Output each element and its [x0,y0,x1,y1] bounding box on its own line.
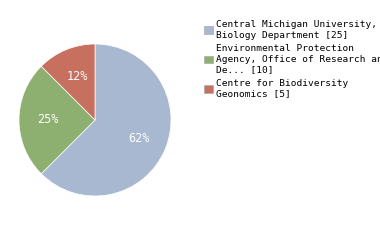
Legend: Central Michigan University,
Biology Department [25], Environmental Protection
A: Central Michigan University, Biology Dep… [204,20,380,98]
Wedge shape [41,44,95,120]
Wedge shape [19,66,95,174]
Wedge shape [41,44,171,196]
Text: 12%: 12% [66,70,88,83]
Text: 25%: 25% [37,114,59,126]
Text: 62%: 62% [128,132,149,144]
